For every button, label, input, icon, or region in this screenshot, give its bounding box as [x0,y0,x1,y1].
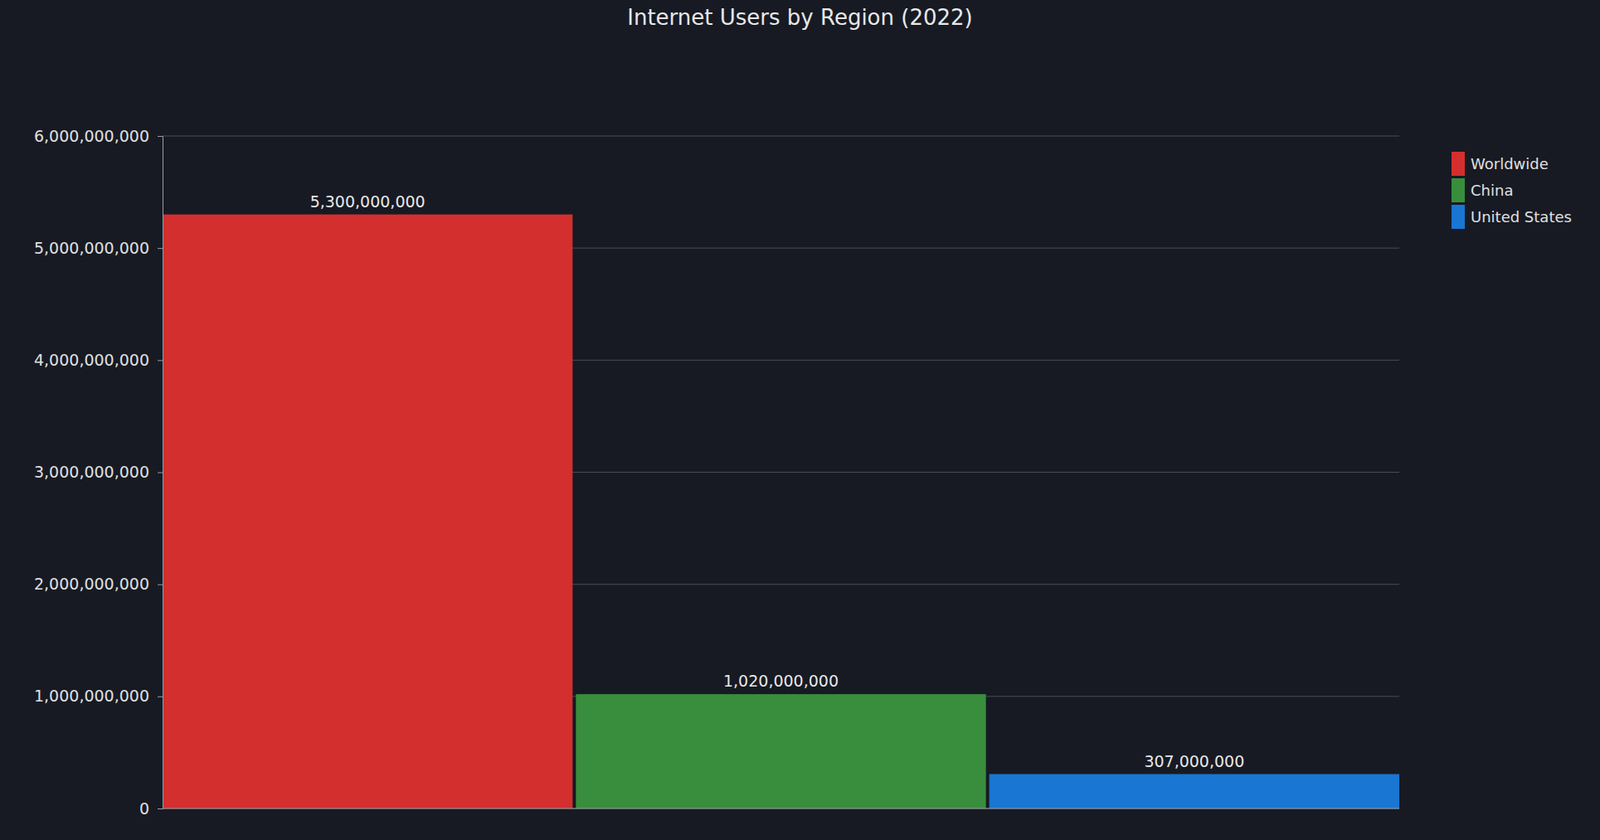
tick-label: 4,000,000,000 [34,350,150,370]
tick: 6,000,000,000 [34,126,163,146]
chart: Internet Users by Region (2022) 0 1,000,00… [0,0,1600,840]
axis-line [157,136,164,810]
legend-item: China [1451,178,1513,203]
tick-label: 3,000,000,000 [34,462,150,482]
tick: 1,000,000,000 [34,686,163,706]
data-label: 5,300,000,000 [310,192,426,211]
tick-label: 6,000,000,000 [34,126,150,146]
grid-line [162,808,1400,810]
bar [575,694,986,809]
legend: Worldwide China United States [1451,151,1572,229]
bar [989,774,1400,809]
grid-line [162,136,1400,137]
tick-mark [157,472,163,474]
tick-label: 5,000,000,000 [34,238,150,258]
tick-mark [157,136,163,137]
data-labels: 5,300,000,000 1,020,000,000 307,000,000 [310,192,1245,771]
legend-label: Worldwide [1470,155,1549,173]
tick: 2,000,000,000 [34,574,163,594]
y-axis: 0 1,000,000,000 2,000,000,000 3,000,000,000… [34,126,164,818]
legend-swatch [1451,204,1465,229]
data-label: 1,020,000,000 [723,671,839,691]
tick-label: 2,000,000,000 [34,574,150,594]
tick-label: 1,000,000,000 [34,686,150,706]
bars [162,214,1400,809]
legend-item: Worldwide [1451,151,1549,176]
tick: 5,000,000,000 [34,238,163,258]
tick-mark [157,696,163,698]
legend-label: United States [1470,208,1572,226]
tick-mark [157,359,163,361]
title: Internet Users by Region (2022) [627,4,973,30]
legend-swatch [1451,151,1465,176]
legend-swatch [1451,178,1465,203]
tick-mark [157,248,163,249]
x-axis [162,808,1400,810]
axis-line [162,808,1400,810]
grid [162,136,1400,809]
tick: 4,000,000,000 [34,350,163,370]
tick-mark [157,808,163,810]
tick-label: 0 [139,799,150,818]
plot: 0 1,000,000,000 2,000,000,000 3,000,000,000… [34,126,1400,818]
tick-mark [157,584,163,586]
data-label: 307,000,000 [1143,752,1245,771]
legend-item: United States [1451,204,1572,229]
legend-label: China [1470,181,1513,200]
tick: 3,000,000,000 [34,462,163,482]
bar [162,214,573,809]
tick: 0 [139,799,163,818]
